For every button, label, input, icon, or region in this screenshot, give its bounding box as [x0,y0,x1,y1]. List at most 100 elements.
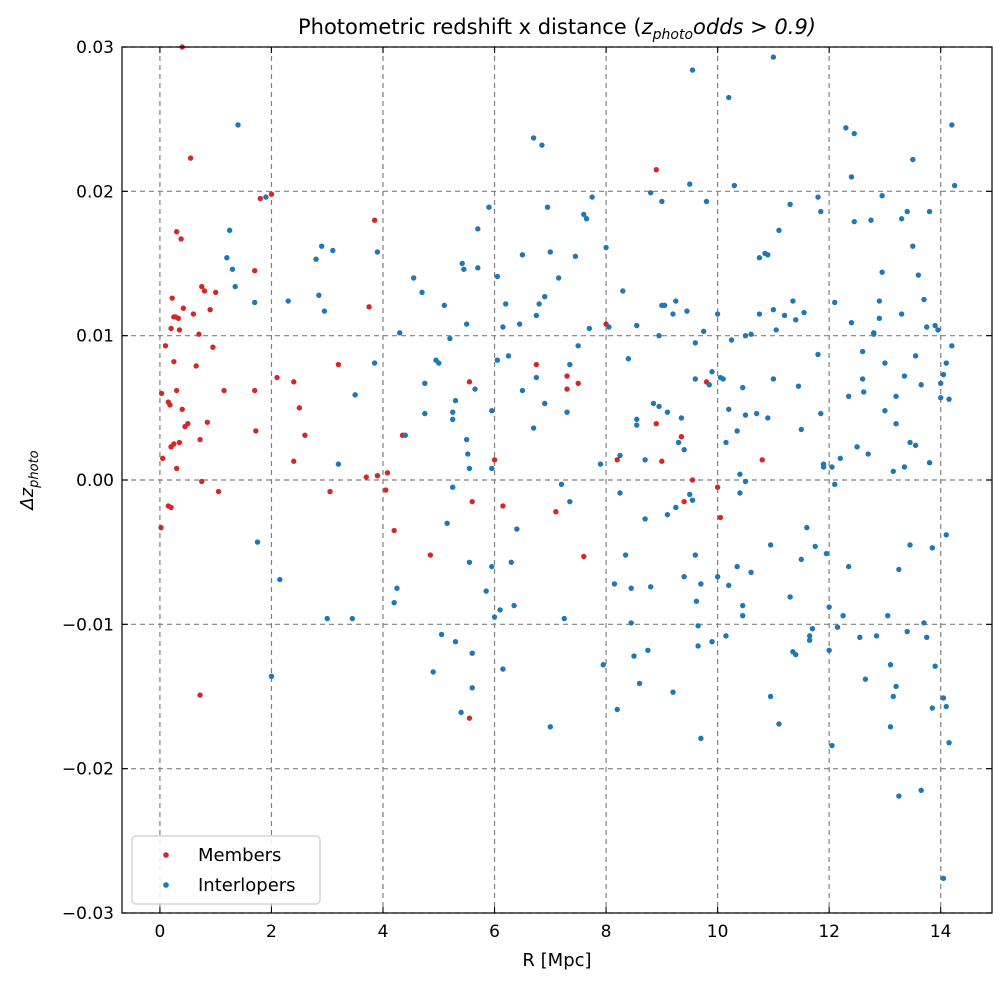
data-point [687,491,693,498]
data-point [765,415,771,421]
data-point [486,204,492,210]
data-point [664,409,671,415]
data-point [466,465,473,472]
data-point [901,464,908,470]
data-point [854,444,860,450]
data-point [235,122,241,128]
data-point [631,653,637,659]
data-point [318,243,325,249]
data-point [826,604,832,610]
data-point [335,361,342,368]
data-point [254,539,261,545]
data-point [461,266,467,272]
data-point [898,311,905,317]
data-point [452,638,459,645]
data-point [175,315,182,322]
data-point [581,553,587,560]
data-point [210,344,216,350]
data-point [873,633,880,639]
data-point [901,373,908,379]
data-point [611,581,618,587]
data-point [829,742,835,749]
data-point [890,693,896,700]
data-point [466,715,473,721]
legend-marker [163,852,169,858]
data-point [469,650,475,656]
data-point [642,457,648,463]
data-point [530,425,537,431]
data-point [848,319,855,326]
data-point [497,607,503,613]
data-point [642,516,648,522]
data-point [176,327,183,333]
data-point [759,457,765,463]
data-point [397,330,403,336]
y-axis-label: Δzphoto [17,450,42,511]
data-point [371,360,378,366]
data-point [770,376,777,382]
data-point [896,566,902,573]
data-point [893,421,899,427]
data-point [500,503,506,509]
data-point [567,361,573,368]
data-point [553,509,559,515]
data-point [806,633,813,639]
legend-marker [163,882,169,888]
data-point [851,130,857,137]
data-point [634,422,640,428]
data-point [252,387,258,394]
data-point [910,243,916,249]
data-point [441,302,448,309]
data-point [678,434,685,440]
data-point [659,198,665,205]
data-point [918,382,924,388]
data-point [885,612,891,619]
data-point [197,436,203,443]
y-tick-label: 0.01 [76,327,114,347]
data-point [410,275,417,281]
data-point [879,269,885,275]
data-point [940,695,947,701]
data-point [737,490,743,496]
data-point [530,135,537,141]
data-point [896,793,902,799]
data-point [781,312,788,319]
data-point [620,288,626,294]
data-point [647,584,654,590]
data-point [935,327,941,333]
data-point [767,542,774,548]
data-point [634,322,640,329]
data-point [349,615,356,622]
data-point [770,54,777,60]
data-point [681,446,687,453]
data-point [650,400,657,407]
data-point [698,735,704,742]
x-axis-label: R [Mpc] [522,950,591,971]
data-point [335,461,342,467]
data-point [533,374,540,381]
data-point [734,428,740,434]
data-point [253,428,259,434]
data-point [179,406,185,412]
data-point [252,268,258,274]
data-point [330,247,336,254]
data-point [714,484,721,490]
title-math: z [641,15,654,39]
data-point [876,298,883,304]
data-point [717,514,724,521]
data-point [907,439,913,446]
data-point [374,249,381,255]
data-point [918,787,924,794]
data-point [212,289,219,296]
data-point [313,256,319,262]
data-point [316,292,322,298]
data-point [882,360,888,366]
data-point [158,524,164,531]
data-point [622,552,629,558]
data-point [820,464,827,470]
data-point [603,244,609,251]
data-point [564,386,570,392]
data-point [940,875,947,882]
data-point [583,216,590,222]
x-tick-label: 8 [601,922,612,942]
